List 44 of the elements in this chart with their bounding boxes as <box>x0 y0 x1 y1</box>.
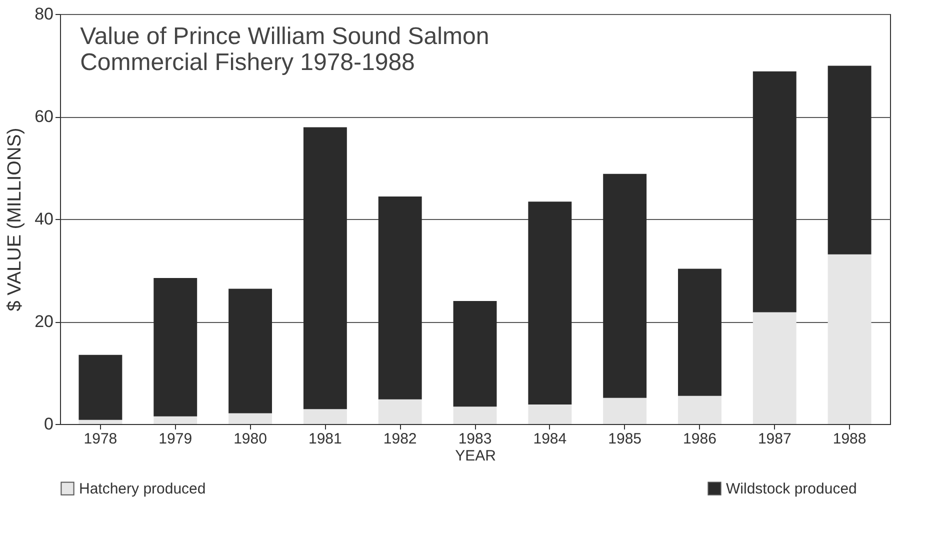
x-tick-label: 1980 <box>234 430 267 448</box>
bar <box>78 420 122 424</box>
x-tick-label: 1981 <box>308 430 342 448</box>
bar <box>378 399 422 424</box>
x-tick-label: 1984 <box>533 430 567 448</box>
bar <box>752 312 796 424</box>
legend-label: Hatchery produced <box>79 480 206 498</box>
bar <box>303 409 347 424</box>
x-tick-label: 1979 <box>158 430 192 448</box>
x-tick-label: 1987 <box>758 430 792 448</box>
legend-label: Wildstock produced <box>726 480 857 498</box>
bar <box>228 413 272 424</box>
bar <box>603 174 647 398</box>
bar <box>603 398 647 424</box>
x-tick-label: 1985 <box>608 430 642 448</box>
y-tick-label: 40 <box>34 210 54 228</box>
x-axis-title: YEAR <box>455 448 496 464</box>
bar <box>453 406 497 424</box>
bar <box>678 396 722 424</box>
bar <box>154 278 198 416</box>
bar <box>678 268 722 396</box>
x-tick-label: 1978 <box>84 430 118 448</box>
bar <box>453 301 497 407</box>
x-tick-label: 1983 <box>458 430 492 448</box>
bar <box>828 254 872 424</box>
bar <box>378 196 422 400</box>
bar <box>828 66 872 254</box>
bar <box>78 354 122 420</box>
bar <box>228 288 272 414</box>
y-tick-label: 0 <box>44 414 54 434</box>
y-tick-label: 80 <box>34 4 54 24</box>
bar <box>528 202 572 405</box>
bar <box>752 71 796 312</box>
text: Commercial Fishery 1978-1988 <box>80 49 415 76</box>
bar <box>303 127 347 410</box>
bar <box>528 404 572 424</box>
y-tick-label: 20 <box>34 312 54 331</box>
text: Value of Prince William Sound Salmon <box>80 23 490 50</box>
bar <box>154 416 198 424</box>
x-tick-label: 1986 <box>683 430 716 448</box>
y-tick-label: 60 <box>34 107 54 126</box>
x-tick-label: 1982 <box>383 430 417 448</box>
x-tick-label: 1988 <box>832 430 866 448</box>
y-axis-title: $ VALUE (MILLIONS) <box>4 128 26 312</box>
